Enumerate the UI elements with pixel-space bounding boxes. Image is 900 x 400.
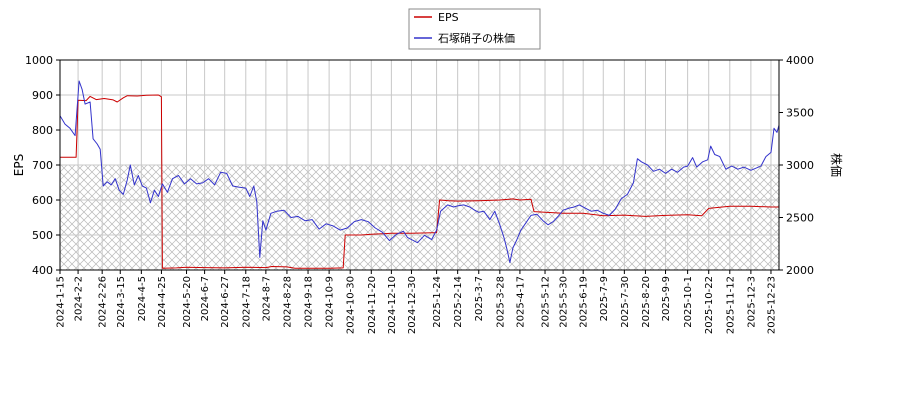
x-tick-label: 2025-8-20 [641, 276, 652, 328]
series-line-1 [60, 80, 779, 264]
x-tick-label: 2024-9-18 [304, 276, 315, 328]
x-tick-label: 2025-5-12 [541, 276, 552, 328]
x-tick-label: 2025-9-9 [661, 276, 672, 321]
x-tick-label: 2024-11-20 [367, 276, 378, 334]
x-tick-label: 2024-4-5 [137, 276, 148, 321]
left-tick-label: 400 [32, 264, 53, 277]
x-tick-label: 2025-5-30 [559, 276, 570, 328]
right-tick-label: 4000 [786, 54, 814, 67]
x-tick-label: 2025-7-30 [620, 276, 631, 328]
right-tick-label: 2500 [786, 212, 814, 225]
legend: EPS 石塚硝子の株価 [408, 8, 541, 50]
x-tick-label: 2025-3-28 [495, 276, 506, 328]
x-tick-label: 2024-2-2 [74, 276, 85, 321]
x-tick-label: 2024-4-25 [157, 276, 168, 328]
x-tick-label: 2024-10-9 [325, 276, 336, 328]
x-tick-label: 2024-6-27 [220, 276, 231, 328]
x-tick-label: 2024-1-15 [56, 276, 67, 328]
x-tick-label: 2025-12-23 [766, 276, 777, 334]
x-tick-label: 2025-1-24 [432, 276, 443, 328]
right-axis: 2000 2500 3000 3500 4000 [779, 54, 814, 277]
left-axis: 400 500 600 700 800 900 1000 [25, 54, 60, 277]
left-tick-label: 500 [32, 229, 53, 242]
hatched-band [60, 165, 779, 270]
x-tick-label: 2024-8-7 [261, 276, 272, 321]
x-tick-label: 2024-3-15 [116, 276, 127, 328]
x-tick-label: 2024-6-7 [200, 276, 211, 321]
left-tick-label: 1000 [25, 54, 53, 67]
right-axis-label: 株価 [829, 153, 844, 177]
left-tick-label: 700 [32, 159, 53, 172]
x-tick-label: 2025-4-17 [515, 276, 526, 328]
left-tick-label: 600 [32, 194, 53, 207]
x-tick-label: 2024-7-18 [241, 276, 252, 328]
right-tick-label: 2000 [786, 264, 814, 277]
x-tick-label: 2024-5-20 [182, 276, 193, 328]
x-tick-label: 2025-7-9 [599, 276, 610, 321]
legend-label-price: 石塚硝子の株価 [438, 31, 515, 45]
x-tick-label: 2025-10-22 [704, 276, 715, 334]
left-axis-label: EPS [12, 154, 26, 176]
x-tick-label: 2024-12-10 [387, 276, 398, 334]
right-tick-label: 3000 [786, 159, 814, 172]
left-tick-label: 800 [32, 124, 53, 137]
series-line-0 [60, 94, 779, 269]
x-tick-label: 2025-12-3 [746, 276, 757, 328]
x-tick-label: 2025-11-12 [725, 276, 736, 334]
x-tick-label: 2025-2-14 [453, 276, 464, 328]
right-tick-label: 3500 [786, 107, 814, 120]
x-tick-label: 2025-3-7 [474, 276, 485, 321]
left-tick-label: 900 [32, 89, 53, 102]
x-tick-label: 2025-10-1 [683, 276, 694, 328]
x-tick-label: 2025-6-19 [579, 276, 590, 328]
x-axis: 2024-1-15 2024-2-2 2024-2-26 2024-3-15 2024-… [56, 270, 777, 334]
series-layer [60, 80, 779, 269]
x-tick-label: 2024-12-30 [407, 276, 418, 334]
x-tick-label: 2024-2-26 [98, 276, 109, 328]
x-tick-label: 2024-8-28 [282, 276, 293, 328]
legend-label-eps: EPS [438, 11, 459, 24]
x-tick-label: 2024-10-30 [346, 276, 357, 334]
legend-box [408, 8, 541, 50]
